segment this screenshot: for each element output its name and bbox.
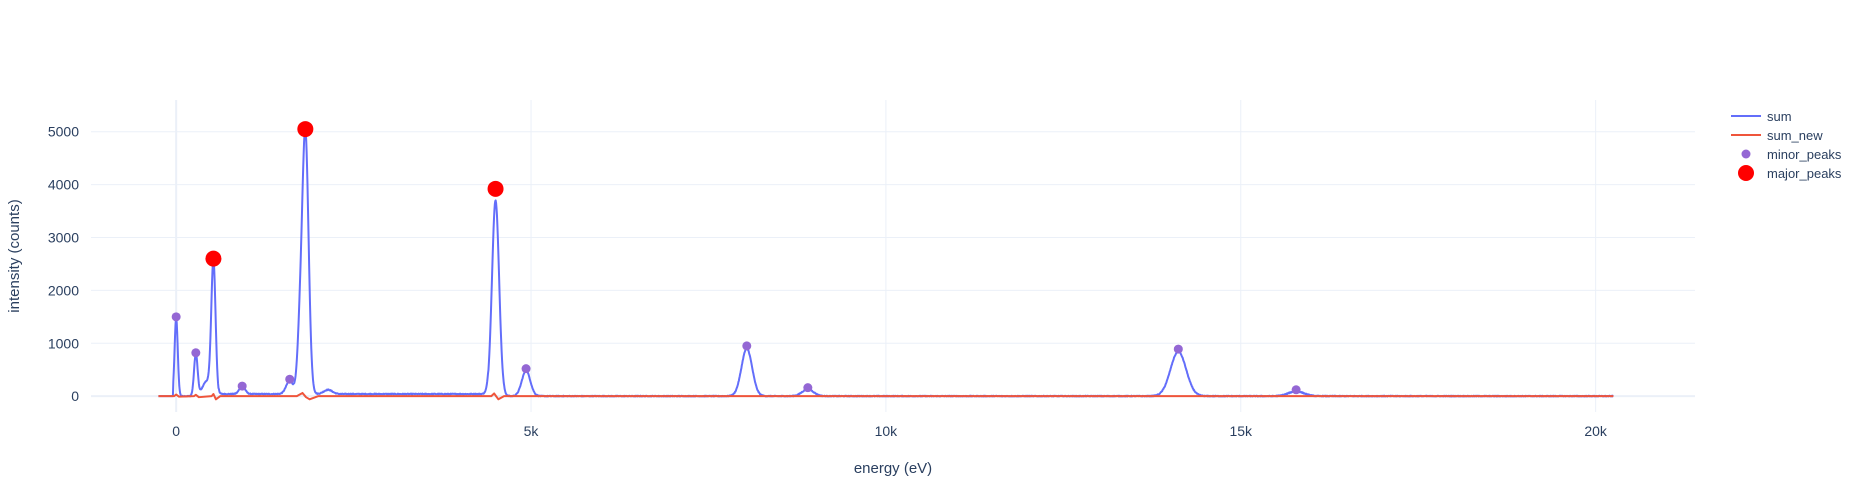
legend-item-sum-new[interactable]: sum_new xyxy=(1731,128,1823,143)
point-major-peaks xyxy=(205,250,222,267)
point-minor-peaks xyxy=(1291,385,1301,395)
point-minor-peaks xyxy=(1173,344,1183,354)
y-tick-label: 1000 xyxy=(48,335,79,351)
x-tick-labels: 0 5k 10k 15k 20k xyxy=(172,423,1608,439)
y-tick-label: 2000 xyxy=(48,282,79,298)
legend-label: major_peaks xyxy=(1767,166,1842,181)
point-major-peaks xyxy=(487,180,504,197)
y-tick-label: 5000 xyxy=(48,124,79,140)
series-line-sum-new xyxy=(158,391,1614,401)
point-minor-peaks xyxy=(521,364,531,374)
point-minor-peaks xyxy=(237,381,247,391)
y-tick-label: 0 xyxy=(71,388,79,404)
y-tick-label: 4000 xyxy=(48,177,79,193)
legend[interactable]: sum sum_new minor_peaks major_peaks xyxy=(1731,109,1842,181)
grid-layer xyxy=(91,100,1695,412)
x-tick-label: 0 xyxy=(172,423,180,439)
point-minor-peaks xyxy=(742,341,752,351)
legend-label: minor_peaks xyxy=(1767,147,1842,162)
point-major-peaks xyxy=(297,121,314,138)
y-tick-label: 3000 xyxy=(48,229,79,245)
point-minor-peaks xyxy=(171,312,181,322)
legend-item-minor-peaks[interactable]: minor_peaks xyxy=(1741,147,1842,162)
y-tick-labels: 0 1000 2000 3000 4000 5000 xyxy=(48,124,79,404)
series-layer xyxy=(157,121,1614,401)
legend-marker-swatch xyxy=(1738,165,1754,181)
legend-item-sum[interactable]: sum xyxy=(1731,109,1792,124)
point-minor-peaks xyxy=(803,383,813,393)
x-tick-label: 15k xyxy=(1229,423,1253,439)
x-tick-label: 20k xyxy=(1584,423,1608,439)
legend-marker-swatch xyxy=(1741,149,1751,159)
legend-item-major-peaks[interactable]: major_peaks xyxy=(1738,165,1842,181)
x-axis-title: energy (eV) xyxy=(854,460,932,477)
point-minor-peaks xyxy=(285,374,295,384)
y-axis-title: intensity (counts) xyxy=(6,199,23,312)
x-tick-label: 5k xyxy=(524,423,540,439)
point-minor-peaks xyxy=(191,348,201,358)
legend-label: sum xyxy=(1767,109,1792,124)
x-tick-label: 10k xyxy=(875,423,899,439)
legend-label: sum_new xyxy=(1767,128,1823,143)
